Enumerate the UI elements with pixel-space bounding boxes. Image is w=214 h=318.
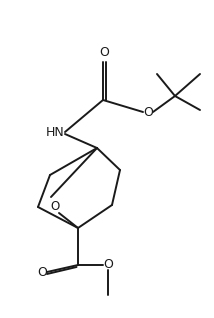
Text: O: O bbox=[103, 259, 113, 272]
Text: O: O bbox=[37, 266, 47, 279]
Text: O: O bbox=[143, 106, 153, 119]
Text: O: O bbox=[100, 46, 109, 59]
Text: O: O bbox=[50, 201, 60, 213]
Text: HN: HN bbox=[46, 126, 64, 139]
